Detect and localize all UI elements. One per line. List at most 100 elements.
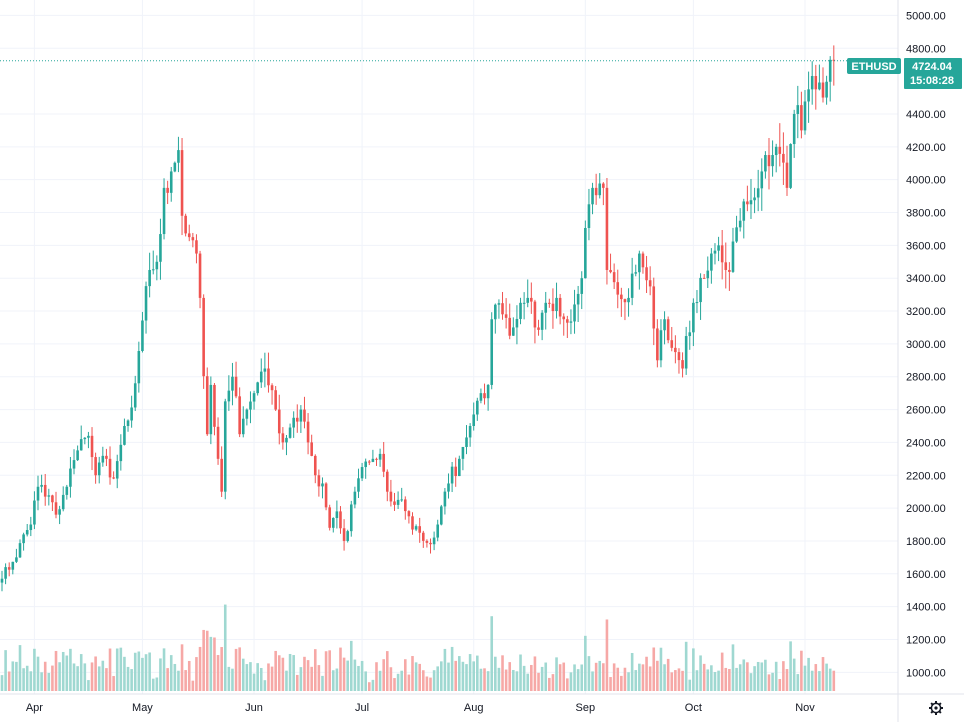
candle-body: [339, 511, 342, 529]
candle-body: [490, 319, 494, 385]
y-tick-label: 1400.00: [906, 602, 946, 614]
volume-bar: [569, 672, 573, 691]
volume-bar: [29, 671, 33, 691]
volume-bar: [724, 667, 728, 691]
candle-body: [299, 409, 303, 422]
time-axis[interactable]: Apr May Jun Jul Aug Sep Oct Nov: [26, 702, 815, 714]
volume-bar: [720, 652, 724, 691]
candle-body: [695, 302, 699, 304]
volume-bar: [105, 668, 108, 691]
volume-bar: [760, 662, 764, 691]
volume-bar: [97, 666, 101, 691]
candle-body: [515, 318, 519, 328]
candle-body: [706, 270, 710, 279]
volume-bars: [0, 604, 836, 691]
volume-bar: [90, 662, 94, 691]
volume-bar: [94, 656, 97, 691]
volume-bar: [663, 664, 666, 691]
candle-body: [760, 171, 764, 189]
volume-bar: [749, 673, 753, 691]
candle-body: [263, 368, 267, 372]
x-tick-label: Oct: [685, 702, 702, 714]
volume-bar: [681, 670, 684, 691]
volume-bar: [22, 668, 25, 691]
candle-body: [569, 321, 573, 323]
candle-body: [292, 417, 295, 428]
y-tick-label: 3800.00: [906, 208, 946, 220]
volume-bar: [605, 619, 609, 691]
volume-bar: [177, 670, 180, 691]
volume-bar: [738, 664, 742, 691]
candle-body: [177, 150, 180, 163]
candle-body: [555, 297, 558, 312]
volume-bar: [746, 662, 749, 691]
candle-body: [789, 144, 792, 188]
candle-body: [123, 425, 126, 445]
candle-body: [285, 437, 288, 443]
candle-body: [731, 241, 735, 272]
y-tick-label: 2200.00: [906, 470, 946, 482]
last-price-tag-bg: [904, 58, 962, 89]
volume-bar: [695, 670, 699, 691]
volume-bar: [241, 658, 245, 691]
volume-bar: [169, 655, 173, 691]
volume-bar: [7, 671, 11, 691]
y-tick-label: 3200.00: [906, 306, 946, 318]
candle-body: [616, 282, 620, 295]
volume-bar: [346, 660, 349, 691]
candle-body: [677, 352, 681, 361]
volume-bar: [299, 667, 303, 691]
volume-bar: [108, 648, 112, 691]
volume-bar: [803, 665, 807, 691]
price-axis[interactable]: 1000.00 1200.00 1400.00 1600.00 1800.00 2000.…: [906, 10, 946, 679]
candle-body: [796, 105, 800, 114]
volume-bar: [72, 663, 76, 691]
volume-bar: [540, 666, 544, 691]
candle-body: [724, 262, 728, 270]
y-tick-label: 4000.00: [906, 175, 946, 187]
volume-bar: [447, 662, 450, 691]
candle-body: [295, 417, 299, 422]
volume-bar: [123, 656, 126, 691]
candle-body: [47, 495, 51, 497]
candle-body: [234, 376, 238, 397]
candle-body: [429, 542, 432, 545]
x-tick-label: Aug: [464, 702, 484, 714]
candle-body: [393, 501, 396, 505]
volume-bar: [198, 646, 202, 691]
volume-bar: [213, 637, 216, 691]
volume-bar: [126, 666, 130, 691]
volume-bar: [155, 677, 159, 691]
candle-body: [90, 435, 94, 458]
countdown-label: 15:08:28: [910, 75, 954, 87]
volume-bar: [375, 662, 378, 691]
candle-body: [656, 328, 659, 361]
volume-bar: [76, 666, 79, 691]
candlesticks: [0, 45, 836, 592]
candle-body: [396, 499, 400, 505]
candle-body: [321, 483, 324, 487]
candle-body: [274, 390, 277, 410]
volume-bar: [328, 650, 331, 691]
volume-bar: [195, 657, 198, 691]
volume-bar: [141, 657, 144, 691]
y-tick-label: 4800.00: [906, 43, 946, 55]
volume-bar: [342, 657, 346, 691]
volume-bar: [288, 653, 292, 691]
candle-body: [767, 155, 771, 167]
candle-body: [43, 484, 47, 497]
candle-body: [504, 314, 508, 318]
candle-body: [40, 484, 43, 487]
candle-body: [681, 360, 684, 369]
candle-body: [598, 183, 602, 196]
volume-bar: [425, 676, 429, 691]
volume-bar: [810, 670, 814, 691]
candle-body: [648, 280, 652, 287]
candle-body: [447, 483, 450, 492]
gear-icon[interactable]: [929, 701, 943, 715]
candle-body: [310, 442, 313, 456]
volume-bar: [4, 650, 7, 691]
candle-body: [303, 409, 306, 422]
candle-body: [818, 82, 821, 90]
